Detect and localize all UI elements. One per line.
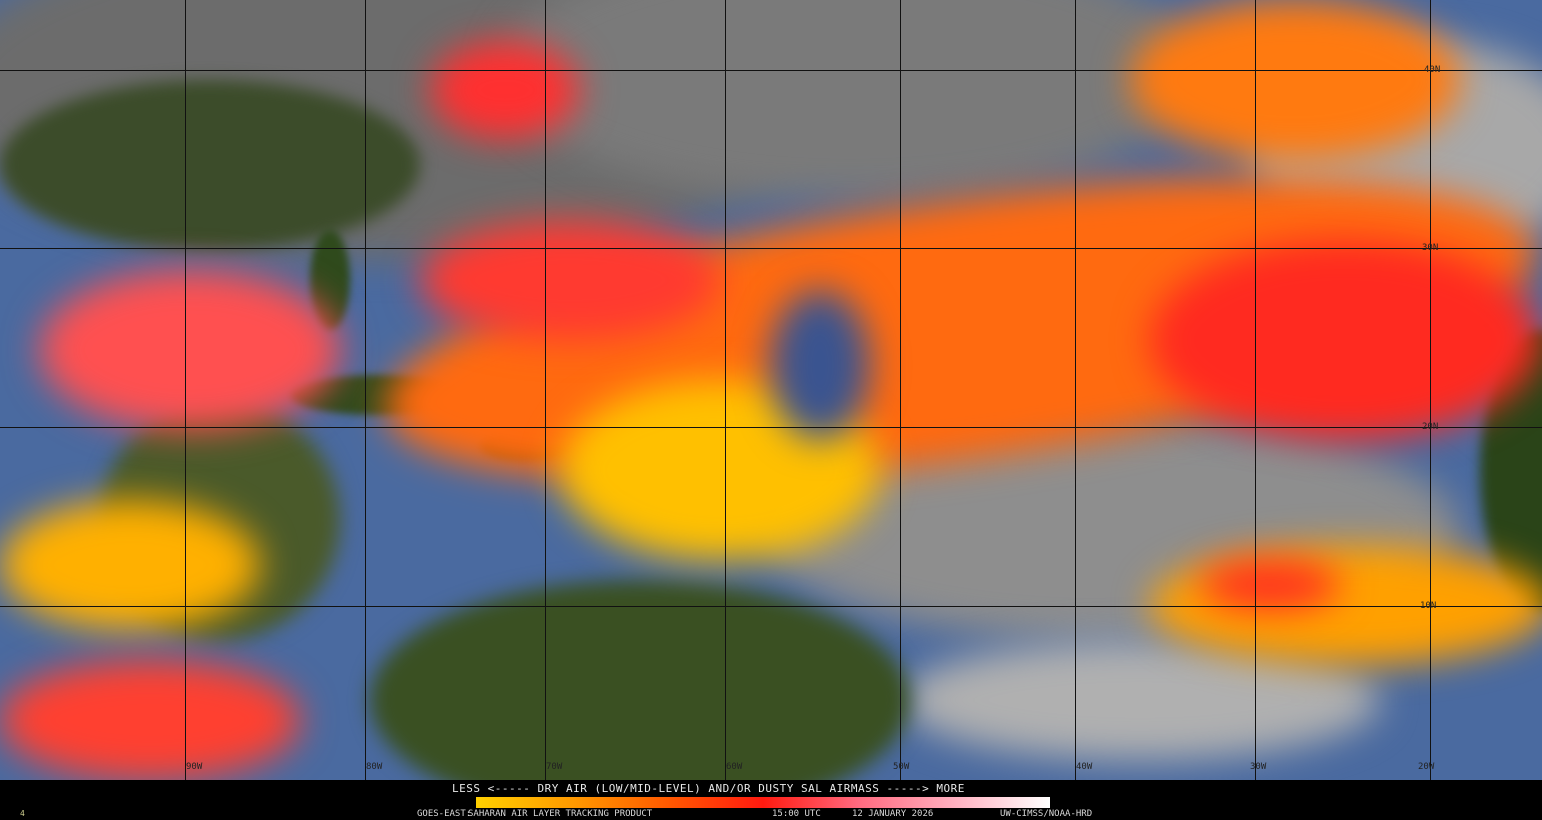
colorbar (476, 797, 1050, 808)
lon-label: 80W (366, 762, 383, 772)
product-date: 12 JANUARY 2026 (852, 809, 934, 819)
corner-mark: 4 (20, 809, 25, 818)
sal-northeast (1130, 0, 1460, 160)
legend-title: LESS <----- DRY AIR (LOW/MID-LEVEL) AND/… (452, 782, 965, 795)
sal-east-coast (430, 40, 580, 140)
lon-label: 50W (893, 762, 910, 772)
satellite-map: 90W 80W 70W 60W 50W 40W 30W 20W 40N 30N … (0, 0, 1542, 780)
sal-southeast-core (1200, 560, 1340, 610)
cloud-region-northwest (500, 0, 1200, 200)
product-credit: UW-CIMSS/NOAA-HRD (1000, 809, 1093, 819)
lon-label: 20W (1418, 762, 1435, 772)
dry-pocket-central (770, 290, 870, 440)
lon-label: 60W (726, 762, 743, 772)
land-south-america (370, 580, 910, 780)
sal-southeast (1150, 545, 1542, 665)
lon-label: 70W (546, 762, 563, 772)
lat-label: 20N (1422, 422, 1439, 432)
lon-label: 30W (1250, 762, 1267, 772)
land-north-america (0, 80, 420, 250)
sal-core-east (1150, 240, 1540, 440)
product-name: SAHARAN AIR LAYER TRACKING PRODUCT (468, 809, 653, 819)
sal-southwest (0, 660, 300, 780)
lat-label: 40N (1424, 65, 1441, 75)
sal-core-west (420, 220, 720, 340)
sal-pacific (0, 500, 260, 630)
lat-label: 30N (1422, 243, 1439, 253)
sal-gulf (40, 270, 340, 430)
satellite-name: GOES-EAST: (417, 809, 472, 819)
lat-label: 10N (1420, 601, 1437, 611)
product-time: 15:00 UTC (772, 809, 821, 819)
lon-label: 90W (186, 762, 203, 772)
lon-label: 40W (1076, 762, 1093, 772)
